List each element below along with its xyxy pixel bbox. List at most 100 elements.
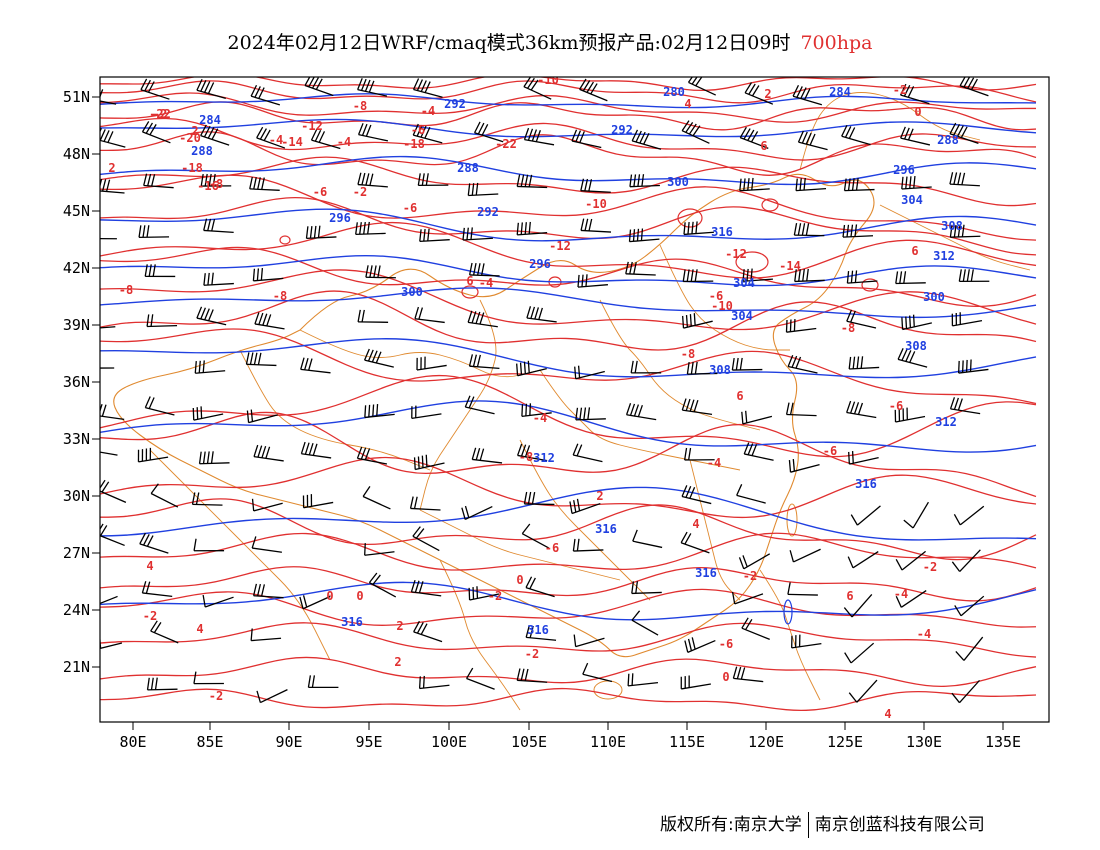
wind-barb [742, 268, 773, 282]
temperature-label: -8 [119, 283, 133, 297]
temperature-contour-loop [677, 208, 703, 228]
lon-label: 135E [985, 733, 1021, 751]
temperature-label: -4 [894, 587, 908, 601]
wind-barb [413, 454, 445, 471]
wind-barb [955, 636, 984, 661]
wind-barb [357, 309, 389, 323]
temperature-label: -2 [153, 107, 167, 121]
wind-barb [100, 595, 118, 609]
province-boundary [759, 569, 821, 701]
temperature-contour [100, 498, 1037, 561]
wind-barb [577, 274, 608, 288]
lon-label: 130E [906, 733, 942, 751]
wind-barb [681, 120, 710, 144]
wind-barb [848, 451, 879, 465]
height-contour [100, 208, 1037, 242]
height-contour [100, 287, 1037, 319]
temperature-contour-loop [861, 278, 879, 292]
temperature-label: -14 [281, 135, 303, 149]
wind-barb [300, 441, 332, 459]
temperature-label: -2 [488, 589, 502, 603]
wind-barb [251, 536, 282, 553]
lat-label: 42N [63, 259, 90, 277]
temperature-label: 2 [394, 655, 401, 669]
wind-barb [196, 306, 227, 326]
province-boundary [879, 204, 1031, 271]
wind-barb [625, 261, 656, 276]
temperature-label: 4 [684, 97, 691, 111]
wind-barb [304, 77, 334, 97]
height-label: 316 [595, 522, 617, 536]
wind-barb [797, 130, 828, 151]
temperature-label: 6 [846, 589, 853, 603]
lat-label: 36N [63, 373, 90, 391]
wind-barb [741, 617, 770, 640]
wind-barb [299, 595, 331, 610]
height-label: 312 [533, 451, 555, 465]
wind-barb [419, 228, 450, 243]
province-boundary [149, 449, 331, 661]
wind-barb [895, 550, 926, 571]
temperature-label: -2 [743, 569, 757, 583]
wind-barb [731, 591, 764, 605]
temperature-contour [100, 532, 1037, 571]
wind-barb [631, 581, 662, 595]
temperature-contour-loop [461, 285, 479, 299]
wind-barb [681, 313, 713, 329]
height-label: 316 [527, 623, 549, 637]
temperature-label: -10 [585, 197, 607, 211]
province-boundary [799, 92, 981, 171]
height-label: 300 [923, 290, 945, 304]
lon-label: 125E [827, 733, 863, 751]
wind-barb [137, 447, 169, 463]
temperature-label: 4 [146, 559, 153, 573]
province-boundary [419, 509, 621, 581]
country-boundary [113, 173, 875, 658]
temperature-label: -4 [337, 135, 351, 149]
height-label: 292 [477, 205, 499, 219]
wind-barb [523, 77, 552, 100]
wind-barb [100, 178, 125, 194]
wind-barb [203, 218, 234, 234]
wind-barb [680, 675, 711, 690]
wind-barb [256, 126, 286, 149]
wind-barb [300, 357, 331, 374]
temperature-label: -14 [779, 259, 801, 273]
wind-barb [191, 492, 223, 506]
province-boundary [519, 439, 651, 601]
plot-frame [99, 76, 1050, 723]
temperature-contour [100, 101, 1037, 131]
wind-barb [580, 218, 612, 233]
temperature-label: -2 [525, 647, 539, 661]
wind-barb [901, 176, 932, 190]
wind-barb [193, 671, 224, 685]
wind-barb [100, 367, 115, 369]
wind-barb [571, 129, 602, 149]
wind-barb [302, 494, 334, 509]
height-label: 304 [733, 276, 755, 290]
height-label: 312 [933, 249, 955, 263]
height-label: 316 [855, 477, 877, 491]
temperature-label: -6 [411, 123, 425, 137]
temperature-label: 6 [760, 139, 767, 153]
height-label: 296 [893, 163, 915, 177]
lat-label: 21N [63, 658, 90, 676]
height-label: 308 [905, 339, 927, 353]
wind-barb [681, 398, 713, 416]
wind-barb [627, 673, 659, 687]
temperature-label: -8 [841, 321, 855, 335]
wind-barb [683, 221, 714, 236]
temperature-contour [100, 196, 1037, 256]
wind-barb [100, 523, 125, 547]
wind-barb [468, 586, 500, 601]
wind-barb [572, 443, 603, 463]
wind-barb [684, 637, 716, 653]
wind-barb [958, 269, 990, 283]
wind-barb [305, 225, 337, 240]
footer-separator [807, 812, 809, 838]
height-label: 296 [529, 257, 551, 271]
wind-barb [575, 407, 606, 421]
temperature-contour [100, 411, 1037, 498]
wind-barb [467, 310, 498, 328]
wind-barb [357, 78, 388, 97]
